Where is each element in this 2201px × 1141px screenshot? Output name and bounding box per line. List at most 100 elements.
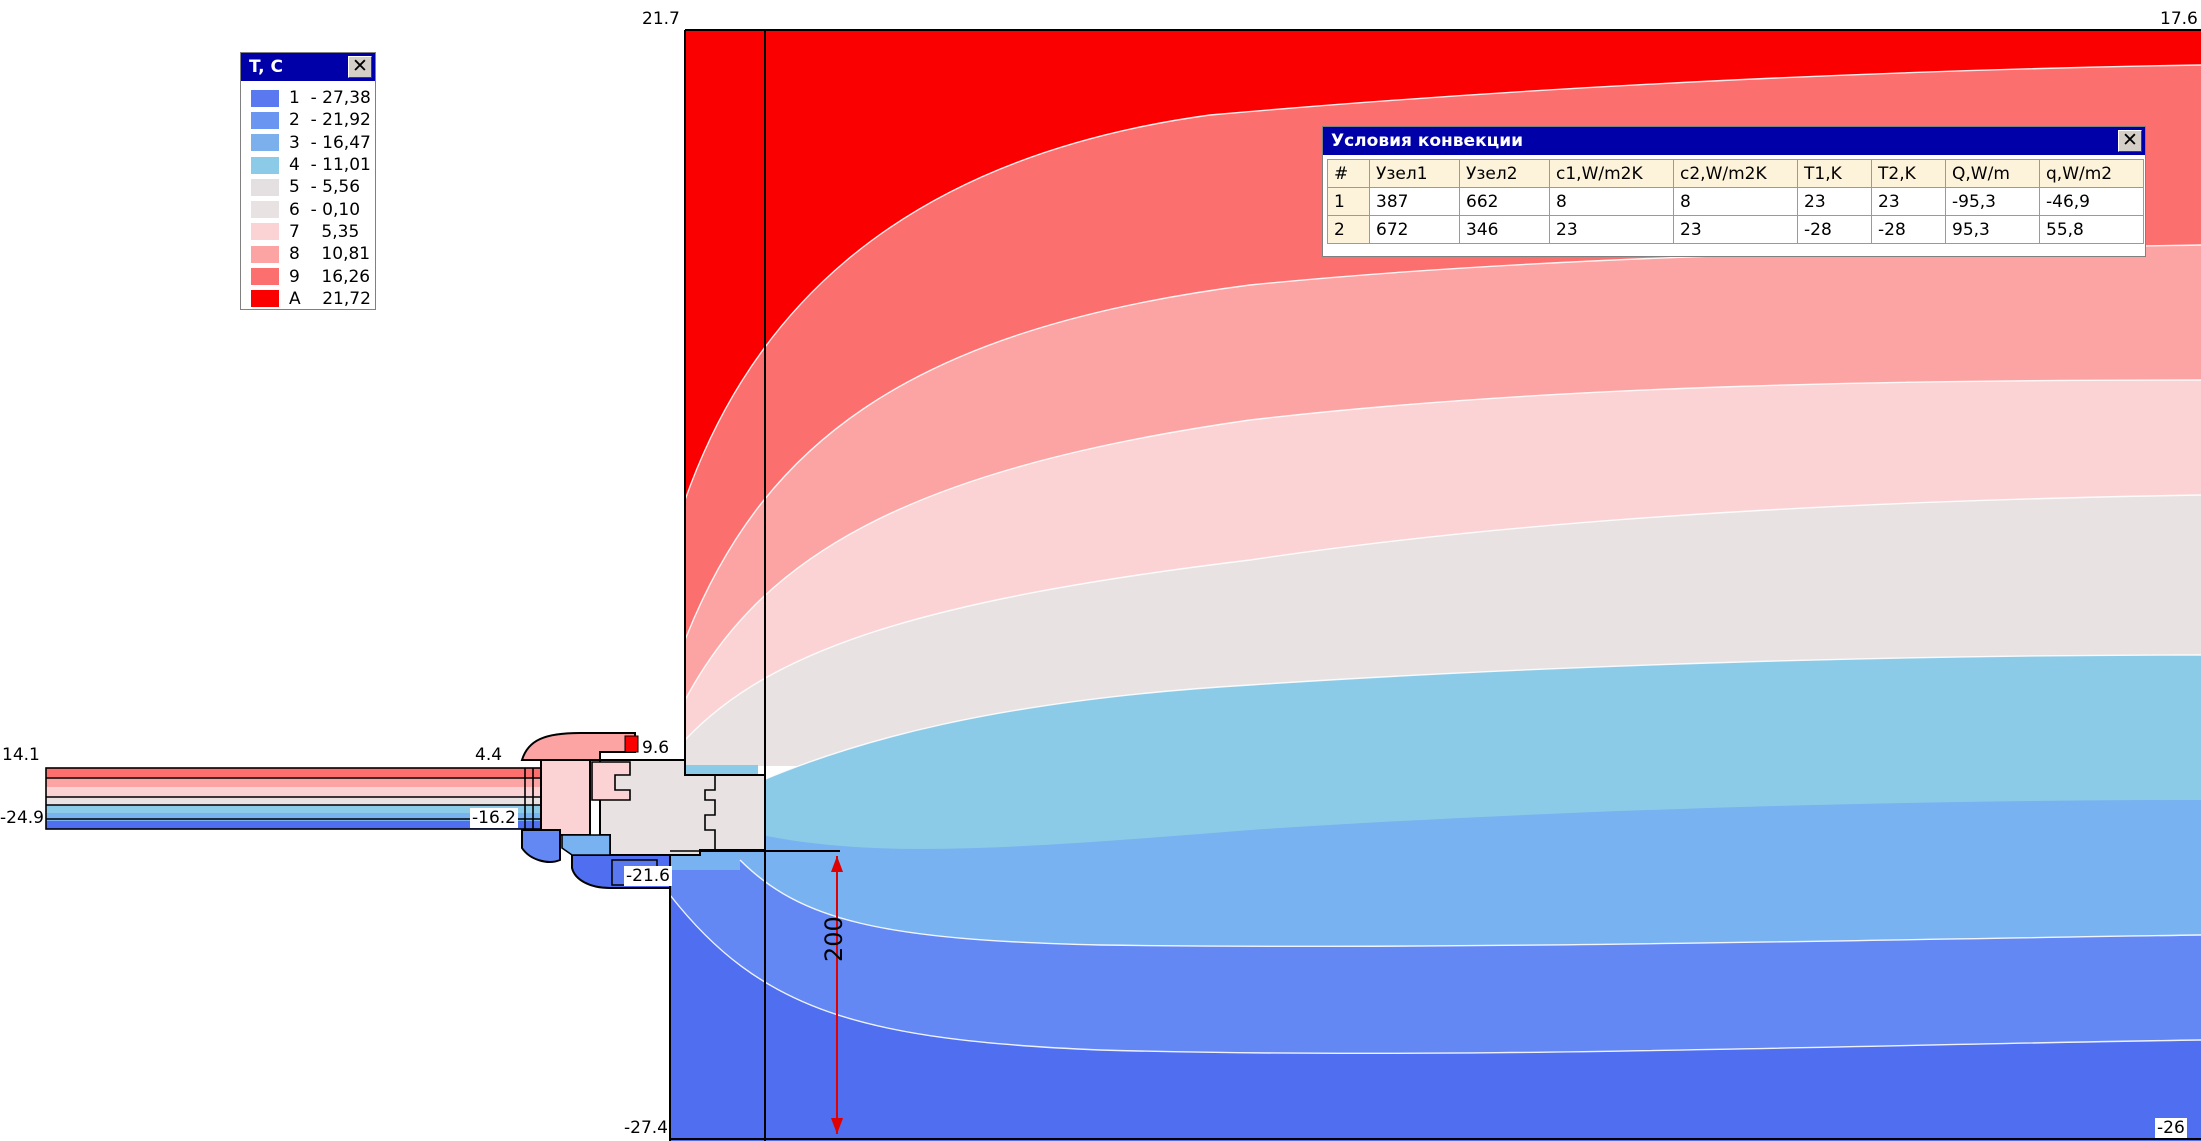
legend-list: 1 - 27,38 2 - 21,92 3 - 16,47 4 - 11,01 5 - … <box>251 87 371 310</box>
legend-item: 2 - 21,92 <box>251 109 371 131</box>
legend-label: A 21,72 <box>289 288 371 309</box>
frame-slot-shape <box>700 774 716 850</box>
value-bottom-right: -26 <box>2155 1118 2187 1138</box>
legend-item: 6 - 0,10 <box>251 198 371 220</box>
table-cell[interactable]: 95,3 <box>1945 215 2040 244</box>
column-header[interactable]: c2,W/m2K <box>1673 159 1798 188</box>
table-cell[interactable]: 23 <box>1549 215 1674 244</box>
legend-swatch <box>251 134 279 152</box>
table-header-row: # Узел1 Узел2 c1,W/m2K c2,W/m2K T1,K T2,K Q,W/m… <box>1327 159 2144 188</box>
table-cell[interactable]: 23 <box>1797 187 1872 216</box>
value-glass-bottom-right: -16.2 <box>470 808 518 828</box>
legend-item: 3 - 16,47 <box>251 132 371 154</box>
legend-item: 9 16,26 <box>251 265 371 287</box>
isotherm-lines <box>669 64 2201 1055</box>
sash-bottom-cold <box>521 829 561 863</box>
dimension-line <box>670 850 843 1134</box>
legend-swatch <box>251 111 279 129</box>
glass-pane-cool2 <box>46 813 541 821</box>
legend-label: 6 - 0,10 <box>289 199 361 220</box>
bead-cold <box>561 834 611 856</box>
column-header[interactable]: Q,W/m <box>1945 159 2040 188</box>
table-cell[interactable]: 55,8 <box>2039 215 2144 244</box>
window-frame-profile <box>520 732 766 889</box>
value-top-left: 21.7 <box>642 9 680 29</box>
close-icon[interactable]: ✕ <box>2118 130 2142 152</box>
convection-table: # Узел1 Узел2 c1,W/m2K c2,W/m2K T1,K T2,K Q,W/m… <box>1327 159 2144 244</box>
sash-body <box>540 759 591 836</box>
legend-label: 2 - 21,92 <box>289 110 371 131</box>
value-frame-bottom: -21.6 <box>624 866 672 886</box>
dimension-label: 200 <box>820 916 848 962</box>
table-cell[interactable]: -28 <box>1871 215 1946 244</box>
legend-item: A 21,72 <box>251 288 371 310</box>
legend-swatch <box>251 245 279 263</box>
legend-swatch <box>251 89 279 107</box>
column-header[interactable]: c1,W/m2K <box>1549 159 1674 188</box>
table-row[interactable]: 2 672 346 23 23 -28 -28 95,3 55,8 <box>1327 215 2144 244</box>
legend-label: 5 - 5,56 <box>289 177 361 198</box>
frame-inner-shape <box>591 761 631 801</box>
value-glass-top-right: 4.4 <box>475 745 503 765</box>
table-cell[interactable]: -28 <box>1797 215 1872 244</box>
legend-label: 4 - 11,01 <box>289 155 371 176</box>
legend-titlebar[interactable]: T, C ✕ <box>241 53 375 81</box>
temp-band-2 <box>670 895 2201 1141</box>
legend-label: 1 - 27,38 <box>289 88 371 109</box>
legend-swatch <box>251 268 279 286</box>
column-header[interactable]: Узел2 <box>1459 159 1550 188</box>
legend-item: 1 - 27,38 <box>251 87 371 109</box>
convection-window[interactable]: Условия конвекции ✕ # Узел1 Узел2 c1,W/m2K c… <box>1322 126 2146 257</box>
legend-label: 7 5,35 <box>289 221 360 242</box>
close-icon[interactable]: ✕ <box>348 56 372 78</box>
legend-item: 8 10,81 <box>251 243 371 265</box>
legend-swatch <box>251 178 279 196</box>
convection-titlebar[interactable]: Условия конвекции ✕ <box>1323 127 2145 155</box>
legend-item: 4 - 11,01 <box>251 154 371 176</box>
column-header[interactable]: # <box>1327 159 1370 188</box>
legend-swatch <box>251 156 279 174</box>
convection-title: Условия конвекции <box>1331 131 1524 151</box>
table-cell[interactable]: -46,9 <box>2039 187 2144 216</box>
column-header[interactable]: Узел1 <box>1369 159 1460 188</box>
temp-band-5 <box>740 655 2201 850</box>
table-cell[interactable]: 387 <box>1369 187 1460 216</box>
cold-region <box>669 64 2201 1141</box>
table-cell[interactable]: 8 <box>1673 187 1798 216</box>
legend-swatch <box>251 290 279 308</box>
table-cell[interactable]: 672 <box>1369 215 1460 244</box>
table-cell[interactable]: 23 <box>1871 187 1946 216</box>
table-row[interactable]: 1 387 662 8 8 23 23 -95,3 -46,9 <box>1327 187 2144 216</box>
legend-item: 7 5,35 <box>251 221 371 243</box>
glass-pane-cold <box>46 821 541 829</box>
drip-red <box>624 735 639 753</box>
value-top-right: 17.6 <box>2160 9 2198 29</box>
table-cell[interactable]: 662 <box>1459 187 1550 216</box>
value-frame-top: 9.6 <box>642 738 670 758</box>
glass-pane-mid3 <box>46 797 541 805</box>
legend-label: 9 16,26 <box>289 266 371 287</box>
legend-label: 3 - 16,47 <box>289 132 371 153</box>
glass-pane-warm <box>46 768 541 777</box>
legend-item: 5 - 5,56 <box>251 176 371 198</box>
legend-swatch <box>251 201 279 219</box>
column-header[interactable]: T2,K <box>1871 159 1946 188</box>
table-cell[interactable]: 346 <box>1459 215 1550 244</box>
dimension-arrow-top <box>831 856 843 872</box>
column-header[interactable]: q,W/m2 <box>2039 159 2144 188</box>
table-cell[interactable]: -95,3 <box>1945 187 2040 216</box>
sash-top <box>520 732 636 761</box>
table-cell[interactable]: 1 <box>1327 187 1370 216</box>
table-cell[interactable]: 23 <box>1673 215 1798 244</box>
glazing-unit <box>45 767 542 830</box>
glass-pane-cool1 <box>46 805 541 813</box>
value-glass-bottom-left: -24.9 <box>0 808 44 828</box>
legend-label: 8 10,81 <box>289 244 371 265</box>
value-glass-top-left: 14.1 <box>2 745 40 765</box>
legend-window[interactable]: T, C ✕ 1 - 27,38 2 - 21,92 3 - 16,47 4 - 11… <box>240 52 376 310</box>
glass-pane-mid1 <box>46 777 541 787</box>
column-header[interactable]: T1,K <box>1797 159 1872 188</box>
table-cell[interactable]: 2 <box>1327 215 1370 244</box>
table-cell[interactable]: 8 <box>1549 187 1674 216</box>
glass-pane-mid2 <box>46 787 541 797</box>
